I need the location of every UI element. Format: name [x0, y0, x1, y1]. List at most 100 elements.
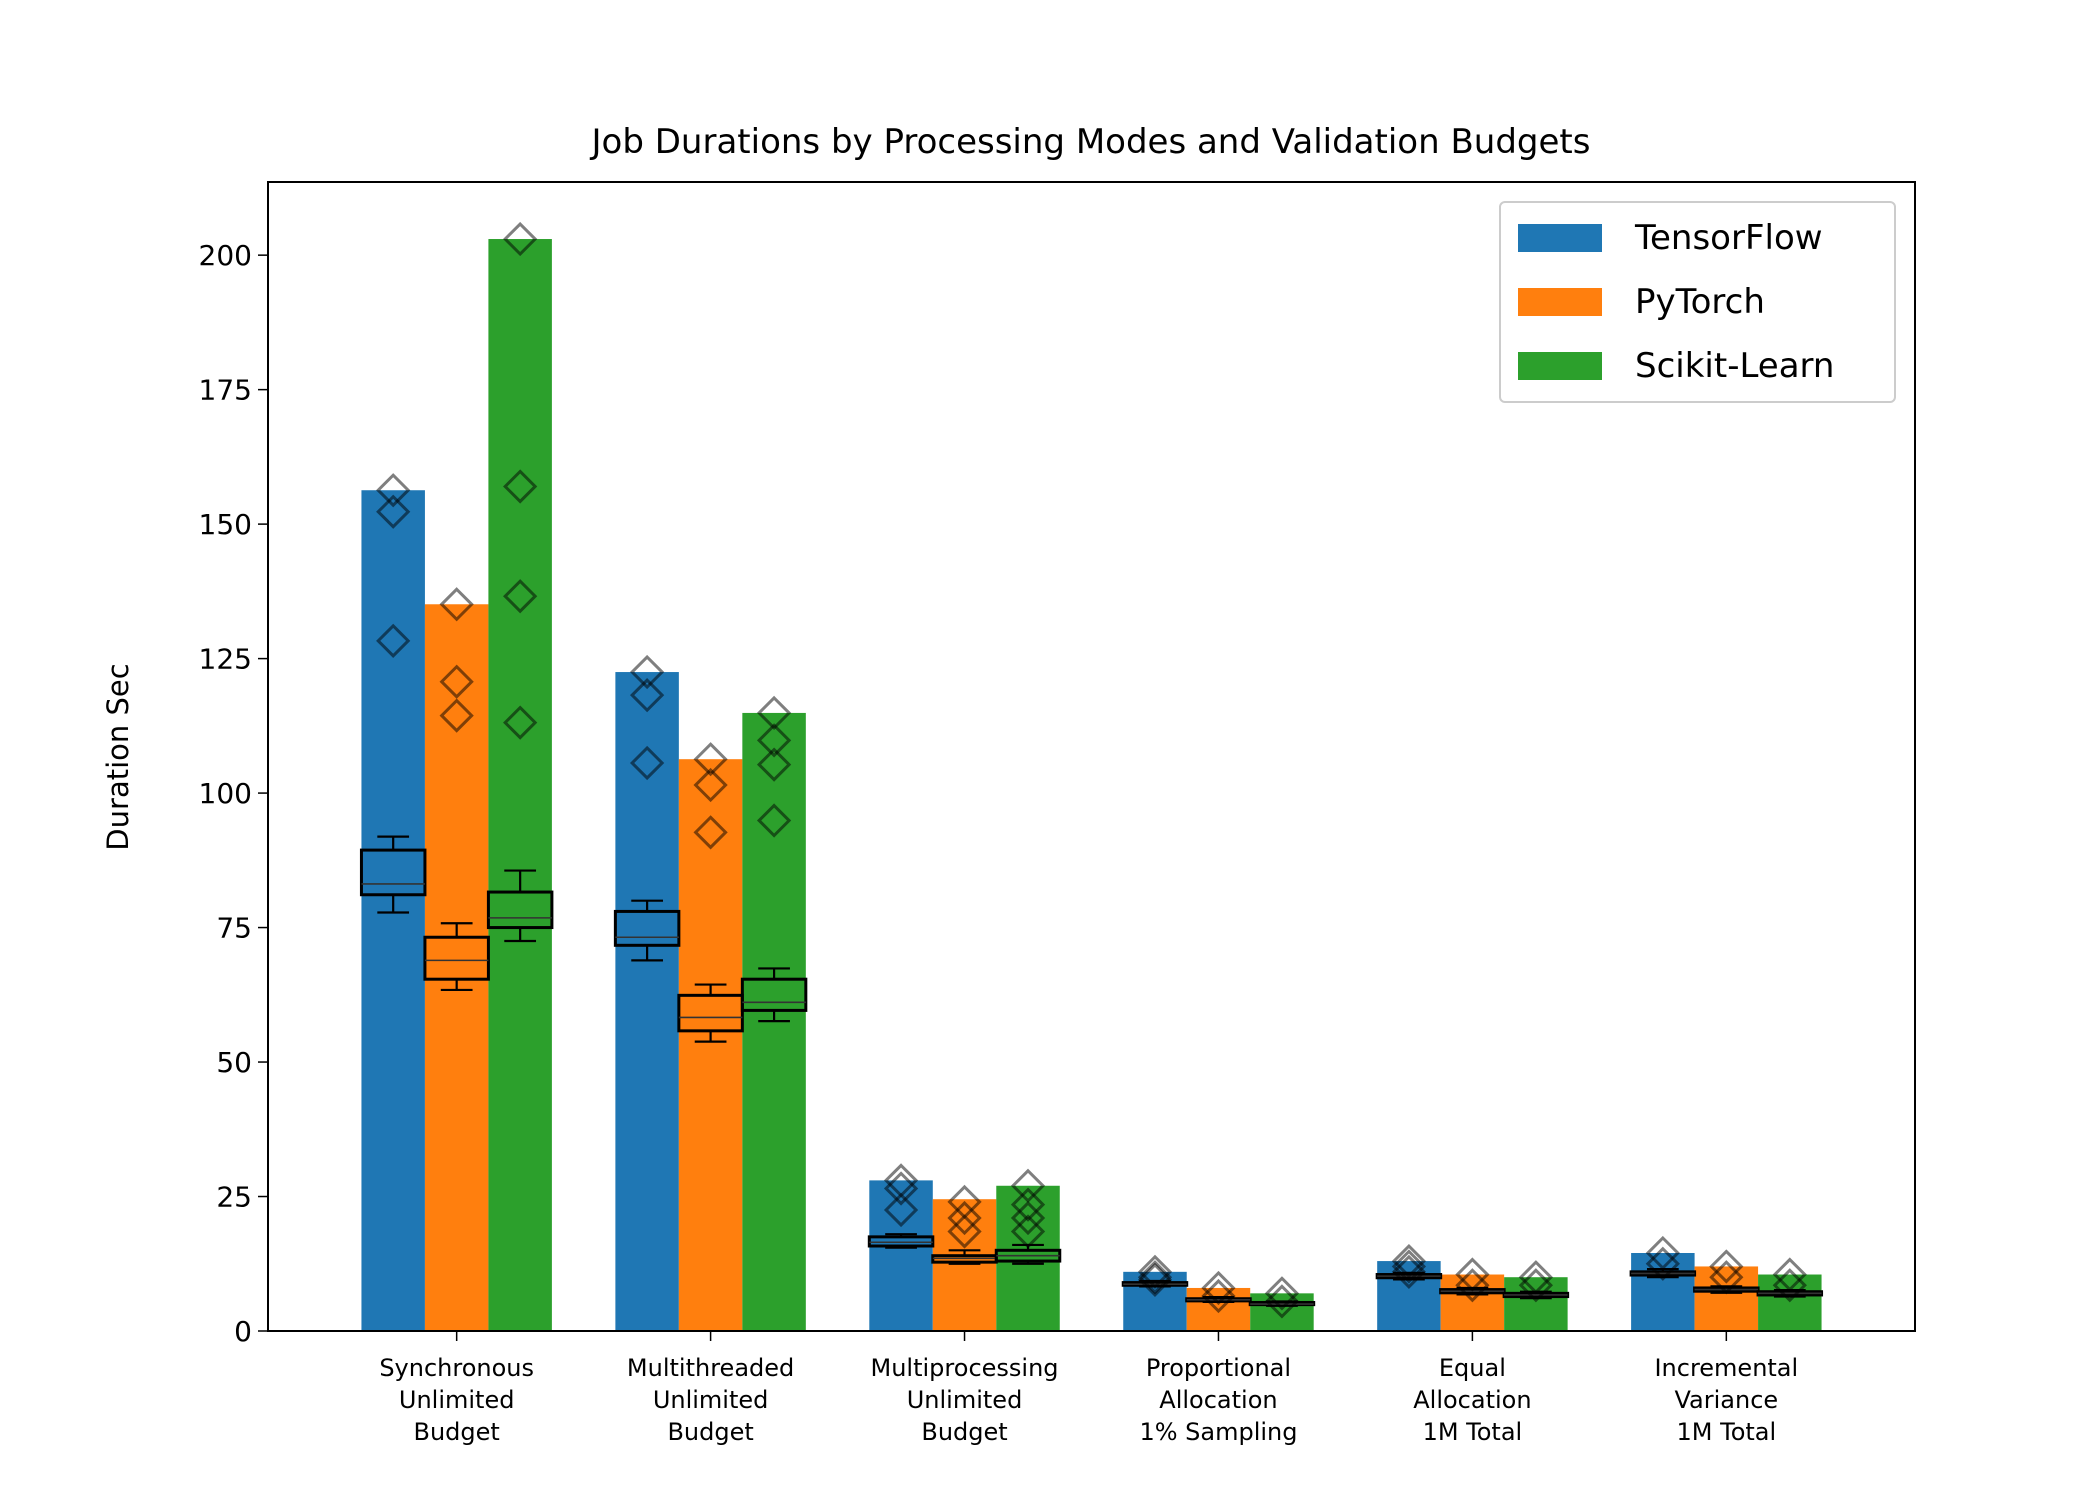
x-tick-label-line: Budget — [667, 1418, 753, 1446]
point — [1772, 1257, 1807, 1292]
point — [1010, 1187, 1046, 1222]
point — [503, 579, 538, 614]
point — [1391, 1254, 1427, 1289]
bar — [1250, 1293, 1314, 1331]
bar — [488, 239, 552, 1332]
point — [1201, 1278, 1236, 1314]
point — [376, 623, 411, 658]
point — [693, 815, 728, 850]
y-tick-label: 50 — [216, 1046, 252, 1079]
point — [756, 695, 792, 731]
legend-swatch — [1518, 288, 1602, 316]
x-tick-label: Multiprocessing Unlimited Budget — [871, 1354, 1059, 1446]
x-tick-label-line: Unlimited — [907, 1386, 1023, 1414]
box — [867, 1235, 935, 1248]
point — [756, 803, 792, 838]
point — [1264, 1284, 1300, 1319]
y-tick-label: 150 — [199, 508, 252, 541]
point — [1518, 1268, 1554, 1303]
point — [1137, 1254, 1173, 1289]
point — [629, 745, 665, 781]
y-tick-label: 125 — [199, 643, 252, 676]
point — [883, 1171, 919, 1206]
point — [439, 664, 474, 699]
bar — [1758, 1274, 1822, 1331]
bar — [1694, 1266, 1759, 1331]
chart-title: Job Durations by Processing Modes and Va… — [590, 122, 1591, 162]
box — [740, 977, 808, 1012]
x-tick-label-line: Equal — [1439, 1354, 1506, 1382]
bar — [678, 759, 743, 1331]
point — [1137, 1260, 1173, 1295]
bar — [1377, 1261, 1441, 1331]
y-tick-label: 0 — [234, 1315, 252, 1348]
point — [503, 469, 538, 504]
point — [376, 494, 411, 529]
point — [756, 723, 792, 758]
y-tick-label: 200 — [199, 239, 252, 272]
y-tick-label: 75 — [216, 912, 252, 945]
point — [1772, 1268, 1807, 1303]
plot-frame — [267, 181, 1916, 1332]
point — [1518, 1260, 1554, 1295]
x-tick-label-line: Proportional — [1146, 1354, 1291, 1382]
x-tick-label: Incremental Variance 1M Total — [1654, 1354, 1798, 1446]
box — [677, 993, 744, 1033]
point — [503, 221, 538, 257]
point — [883, 1192, 919, 1228]
box — [613, 909, 681, 947]
x-tick-label-line: Unlimited — [653, 1386, 769, 1414]
x-tick-label: Equal Allocation 1M Total — [1413, 1354, 1531, 1446]
legend-swatch — [1518, 224, 1602, 252]
point — [1010, 1200, 1046, 1236]
point — [1455, 1257, 1490, 1292]
bar — [1631, 1253, 1695, 1331]
point — [1391, 1249, 1427, 1284]
box — [486, 890, 554, 930]
point — [629, 654, 665, 690]
point — [1645, 1246, 1680, 1281]
x-tick-label: Multithreaded Unlimited Budget — [627, 1354, 794, 1446]
point — [1137, 1262, 1173, 1298]
x-tick-label-line: Allocation — [1413, 1386, 1531, 1414]
y-tick-label: 25 — [216, 1181, 252, 1214]
point — [1010, 1168, 1046, 1203]
point — [503, 705, 538, 740]
x-tick-label-line: Incremental — [1654, 1354, 1798, 1382]
x-tick-label: Proportional Allocation 1% Sampling — [1139, 1354, 1297, 1446]
x-tick-label-line: Synchronous — [379, 1354, 534, 1382]
x-tick-label-line: Allocation — [1159, 1386, 1277, 1414]
point — [1010, 1214, 1046, 1249]
bar — [615, 672, 679, 1331]
x-tick-label-line: Multithreaded — [627, 1354, 794, 1382]
bar — [932, 1199, 997, 1331]
point — [1264, 1276, 1300, 1311]
bar — [1440, 1274, 1505, 1331]
x-tick-label-line: Multiprocessing — [871, 1354, 1059, 1382]
bar — [424, 604, 489, 1331]
x-tick-label-line: Budget — [414, 1418, 500, 1446]
point — [439, 698, 474, 733]
bar — [996, 1185, 1060, 1331]
point — [1709, 1260, 1744, 1295]
bar — [1504, 1277, 1568, 1331]
y-axis-label: Duration Sec — [101, 663, 135, 850]
point — [629, 678, 665, 713]
y-tick-label: 100 — [199, 777, 252, 810]
box — [423, 935, 490, 981]
point — [1201, 1270, 1236, 1306]
legend-label: TensorFlow — [1634, 218, 1823, 258]
legend-swatch — [1518, 352, 1602, 380]
x-tick-label-line: 1M Total — [1423, 1418, 1523, 1446]
point — [756, 747, 792, 782]
point — [1645, 1235, 1680, 1271]
legend-label: Scikit-Learn — [1635, 346, 1834, 386]
point — [947, 1214, 982, 1249]
point — [1709, 1249, 1744, 1284]
x-tick-label-line: Variance — [1674, 1386, 1778, 1414]
point — [693, 742, 728, 777]
y-tick-label: 175 — [199, 374, 252, 407]
x-tick-label: Synchronous Unlimited Budget — [379, 1354, 534, 1446]
